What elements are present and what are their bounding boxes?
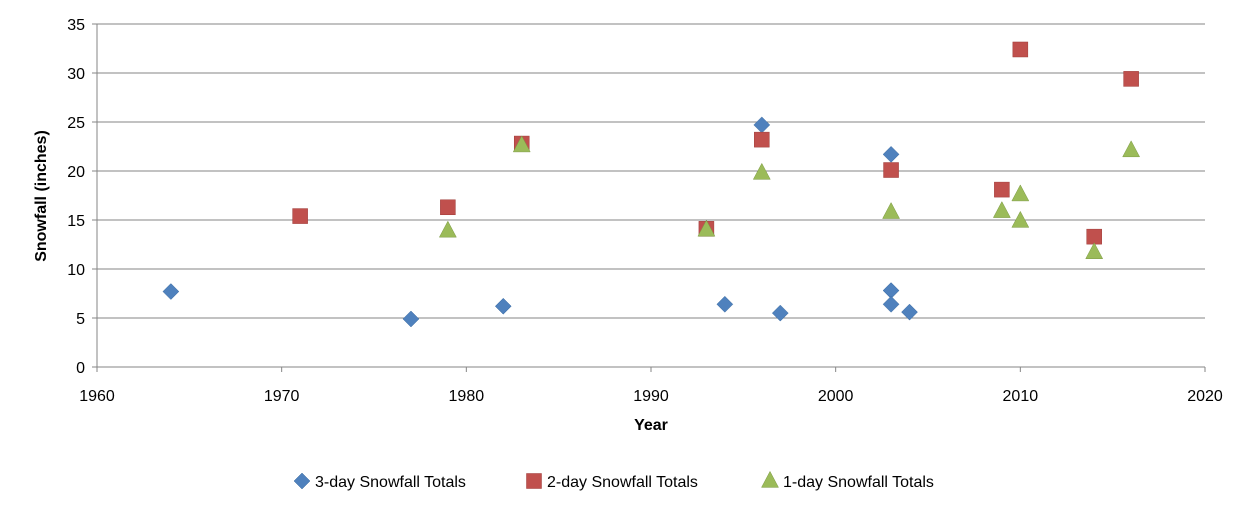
data-point-triangle bbox=[438, 220, 457, 238]
x-axis-title: Year bbox=[634, 417, 668, 434]
x-tick-label: 2010 bbox=[1003, 388, 1039, 405]
x-tick-label: 1970 bbox=[264, 388, 300, 405]
y-axis-title: Snowfall (inches) bbox=[33, 130, 50, 262]
x-tick-label: 1990 bbox=[633, 388, 669, 405]
data-point-diamond bbox=[771, 304, 789, 322]
data-point-square bbox=[1012, 41, 1029, 58]
y-tick-label: 25 bbox=[67, 115, 85, 132]
y-tick-label: 35 bbox=[67, 17, 85, 34]
x-tick-label: 2020 bbox=[1187, 388, 1223, 405]
legend: 3-day Snowfall Totals 2-day Snowfall Tota… bbox=[293, 470, 934, 491]
axes bbox=[92, 23, 1206, 372]
data-point-square bbox=[1123, 71, 1139, 87]
data-point-diamond bbox=[901, 303, 918, 321]
data-point-triangle bbox=[1085, 242, 1104, 259]
data-point-square bbox=[1086, 228, 1102, 245]
y-tick-label: 15 bbox=[67, 213, 85, 230]
data-point-diamond bbox=[402, 310, 420, 328]
data-point-diamond bbox=[716, 295, 734, 313]
gridlines bbox=[97, 23, 1205, 319]
data-point-diamond bbox=[882, 145, 900, 163]
data-point-triangle bbox=[1011, 210, 1030, 228]
legend-label: 2-day Snowfall Totals bbox=[547, 474, 698, 491]
legend-diamond-icon bbox=[293, 472, 311, 490]
data-point-diamond bbox=[753, 116, 771, 134]
legend-square-icon bbox=[526, 473, 542, 489]
y-tick-label: 10 bbox=[67, 262, 85, 279]
legend-label: 1-day Snowfall Totals bbox=[783, 474, 934, 491]
data-point-triangle bbox=[752, 162, 771, 180]
data-point-triangle bbox=[992, 201, 1011, 218]
data-point-diamond bbox=[882, 295, 900, 313]
data-point-triangle bbox=[882, 202, 900, 219]
y-tick-label: 0 bbox=[76, 360, 85, 377]
x-tick-label: 1960 bbox=[79, 388, 115, 405]
y-tick-label: 20 bbox=[67, 164, 85, 181]
legend-label: 3-day Snowfall Totals bbox=[315, 474, 466, 491]
data-point-triangle bbox=[1122, 140, 1141, 158]
data-point-diamond bbox=[494, 297, 512, 315]
data-point-square bbox=[754, 131, 770, 148]
y-tick-label: 30 bbox=[67, 66, 85, 83]
tick-labels: 0 5 10 15 20 25 30 35 1960 1970 1980 1990 2000 2010 20… bbox=[67, 17, 1223, 405]
data-point-square bbox=[994, 181, 1010, 198]
data-point-diamond bbox=[162, 283, 180, 300]
x-tick-label: 1980 bbox=[449, 388, 485, 405]
data-points bbox=[162, 41, 1141, 328]
data-point-square bbox=[292, 208, 308, 224]
legend-triangle-icon bbox=[761, 470, 779, 488]
data-point-triangle bbox=[697, 219, 716, 237]
y-tick-label: 5 bbox=[76, 311, 85, 328]
x-tick-label: 2000 bbox=[818, 388, 854, 405]
data-point-triangle bbox=[512, 135, 531, 153]
data-point-triangle bbox=[1011, 184, 1030, 202]
data-point-square bbox=[883, 162, 899, 178]
data-point-square bbox=[440, 199, 456, 216]
